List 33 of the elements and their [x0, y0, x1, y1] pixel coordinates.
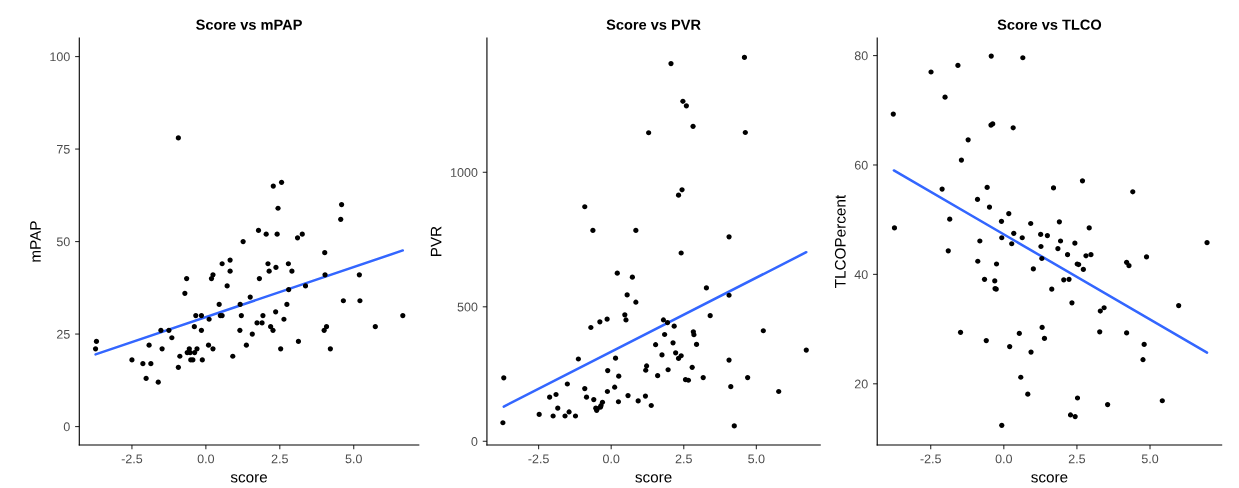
chart-title: Score vs mPAP [196, 19, 302, 30]
y-tick-label: 80 [854, 51, 868, 61]
x-tick-label: 5.0 [345, 454, 362, 464]
x-tick-label: -2.5 [920, 454, 941, 464]
x-tick-label: 0.0 [197, 454, 215, 464]
y-tick-label: 60 [854, 160, 868, 170]
chart-title: Score vs PVR [606, 19, 701, 30]
y-tick-label: 75 [57, 144, 70, 154]
x-tick-label: -2.5 [528, 454, 549, 464]
y-tick-label: 0 [471, 437, 478, 446]
chart-title: Score vs TLCO [997, 19, 1102, 30]
x-axis-title: score [230, 474, 268, 483]
x-axis-title: score [1031, 474, 1068, 483]
y-tick-label: 1000 [451, 168, 478, 177]
y-tick-label: 25 [56, 329, 70, 339]
y-axis-title: mPAP [30, 221, 41, 262]
x-tick-label: 0.0 [995, 454, 1013, 464]
y-axis-title: PVR [430, 226, 442, 257]
x-tick-label: 0.0 [602, 454, 620, 464]
y-tick-label: 100 [50, 52, 70, 62]
y-tick-label: 50 [56, 237, 70, 247]
y-axis-title: TLCOPercent [834, 194, 846, 288]
y-tick-label: 20 [854, 379, 868, 389]
x-tick-label: -2.5 [121, 454, 143, 464]
x-tick-label: 2.5 [675, 454, 692, 464]
y-tick-label: 40 [854, 270, 868, 280]
x-axis-title: score [635, 474, 672, 483]
y-tick-label: 500 [457, 302, 478, 312]
x-tick-label: 2.5 [271, 454, 288, 464]
y-tick-label: 0 [63, 422, 70, 432]
x-tick-label: 5.0 [748, 454, 765, 464]
x-tick-label: 2.5 [1068, 454, 1086, 464]
x-tick-label: 5.0 [1141, 454, 1159, 464]
